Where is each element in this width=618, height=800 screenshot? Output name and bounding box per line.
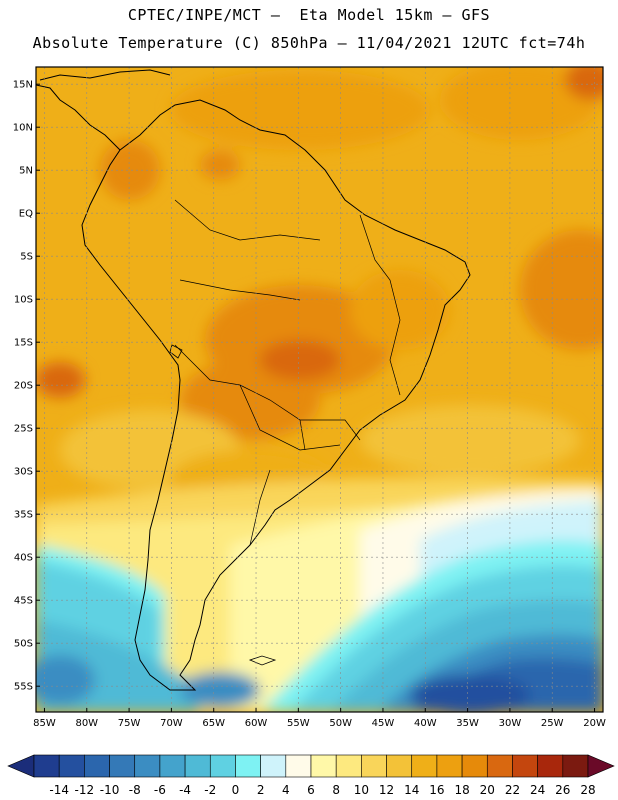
colorbar-swatch bbox=[159, 754, 186, 778]
colorbar-swatch bbox=[285, 754, 312, 778]
lat-tick-label: 50S bbox=[14, 639, 33, 650]
lon-tick-label: 60W bbox=[245, 718, 268, 729]
lon-tick-label: 50W bbox=[329, 718, 352, 729]
colorbar-swatch bbox=[461, 754, 488, 778]
country-borders bbox=[174, 199, 401, 546]
map-frame bbox=[35, 66, 604, 713]
colorbar-left-arrow bbox=[7, 754, 35, 778]
temperature-field bbox=[36, 67, 603, 712]
lat-tick-label: 30S bbox=[14, 467, 33, 478]
colorbar-swatch bbox=[33, 754, 60, 778]
colorbar-swatch bbox=[562, 754, 589, 778]
colorbar-swatch bbox=[58, 754, 85, 778]
lon-tick-label: 65W bbox=[202, 718, 225, 729]
lon-tick-label: 45W bbox=[372, 718, 395, 729]
colorbar-label: 26 bbox=[555, 783, 570, 797]
longitude-axis-labels: 85W 80W 75W 70W 65W 60W 55W 50W 45W 40W 35W 30W 25W 2… bbox=[33, 708, 606, 729]
colorbar-swatch bbox=[335, 754, 362, 778]
lat-tick-label: 40S bbox=[14, 553, 33, 564]
lon-tick-label: 20W bbox=[583, 718, 606, 729]
colorbar-swatch bbox=[512, 754, 538, 778]
colorbar-swatch bbox=[109, 754, 136, 778]
falkland-islands bbox=[248, 655, 277, 666]
lat-tick-label: 15N bbox=[13, 80, 33, 91]
lat-tick-label: 25S bbox=[14, 424, 33, 435]
colorbar-label: -10 bbox=[100, 783, 120, 797]
lat-tick-label: 10N bbox=[13, 123, 33, 134]
lat-tick-label: 5S bbox=[20, 252, 33, 263]
colorbar-swatch bbox=[537, 754, 564, 778]
central-america-coastline bbox=[36, 84, 121, 151]
colorbar: -14 -12 -10 -8 -6 -4 -2 0 2 4 6 8 10 12 14 16 18 20 22 24 26… bbox=[7, 754, 615, 797]
latitude-axis-labels: 15N 10N 5N EQ 5S 10S 15S 20S 25S 30S 35S 40S 45S 50S 5… bbox=[13, 80, 40, 693]
lat-tick-label: 45S bbox=[14, 596, 33, 607]
colorbar-label: -2 bbox=[204, 783, 216, 797]
lon-tick-label: 70W bbox=[160, 718, 183, 729]
lat-tick-label: 20S bbox=[14, 381, 33, 392]
lat-tick-label: 5N bbox=[19, 166, 33, 177]
lon-tick-label: 80W bbox=[75, 718, 98, 729]
colorbar-label: 24 bbox=[530, 783, 545, 797]
lat-tick-label: 10S bbox=[14, 295, 33, 306]
colorbar-label: -12 bbox=[75, 783, 95, 797]
colorbar-label: -14 bbox=[49, 783, 69, 797]
colorbar-swatch bbox=[260, 754, 287, 778]
colorbar-swatch bbox=[184, 754, 211, 778]
colorbar-label: 10 bbox=[354, 783, 369, 797]
colorbar-label: 6 bbox=[307, 783, 315, 797]
colorbar-swatch bbox=[486, 754, 513, 778]
colorbar-label: -4 bbox=[179, 783, 191, 797]
colorbar-swatch bbox=[235, 754, 261, 778]
lon-tick-label: 35W bbox=[456, 718, 479, 729]
title-line-2: Absolute Temperature (C) 850hPa – 11/04/… bbox=[32, 34, 586, 52]
colorbar-label: 2 bbox=[257, 783, 265, 797]
lon-tick-label: 25W bbox=[541, 718, 564, 729]
colorbar-label: 4 bbox=[282, 783, 290, 797]
colorbar-swatch bbox=[436, 754, 463, 778]
colorbar-swatch bbox=[411, 754, 438, 778]
colorbar-label: 14 bbox=[404, 783, 419, 797]
lon-tick-label: 75W bbox=[118, 718, 141, 729]
colorbar-label: 0 bbox=[232, 783, 240, 797]
colorbar-label: -6 bbox=[154, 783, 166, 797]
south-america-coastline bbox=[81, 99, 471, 691]
colorbar-label: 20 bbox=[480, 783, 495, 797]
colorbar-label: -8 bbox=[129, 783, 141, 797]
colorbar-swatch bbox=[361, 754, 387, 778]
colorbar-label: 28 bbox=[580, 783, 595, 797]
colorbar-swatch bbox=[84, 754, 110, 778]
lon-tick-label: 40W bbox=[414, 718, 437, 729]
lat-tick-label: EQ bbox=[19, 209, 33, 220]
colorbar-swatch bbox=[134, 754, 161, 778]
coastlines bbox=[36, 69, 471, 691]
lon-tick-label: 55W bbox=[287, 718, 310, 729]
lat-tick-label: 15S bbox=[14, 338, 33, 349]
lake-titicaca bbox=[169, 344, 183, 359]
lon-tick-label: 30W bbox=[499, 718, 522, 729]
title-line-1: CPTEC/INPE/MCT – Eta Model 15km – GFS bbox=[127, 6, 491, 24]
colorbar-label: 22 bbox=[505, 783, 520, 797]
colorbar-right-arrow bbox=[587, 754, 615, 778]
colorbar-swatch bbox=[209, 754, 236, 778]
cuba-outline bbox=[39, 69, 171, 81]
lon-tick-label: 85W bbox=[33, 718, 56, 729]
colorbar-swatch bbox=[310, 754, 337, 778]
colorbar-label: 18 bbox=[454, 783, 469, 797]
colorbar-label: 12 bbox=[379, 783, 394, 797]
lat-tick-label: 35S bbox=[14, 510, 33, 521]
colorbar-label: 8 bbox=[332, 783, 340, 797]
colorbar-label: 16 bbox=[429, 783, 444, 797]
colorbar-swatch bbox=[386, 754, 413, 778]
lat-tick-label: 55S bbox=[14, 682, 33, 693]
